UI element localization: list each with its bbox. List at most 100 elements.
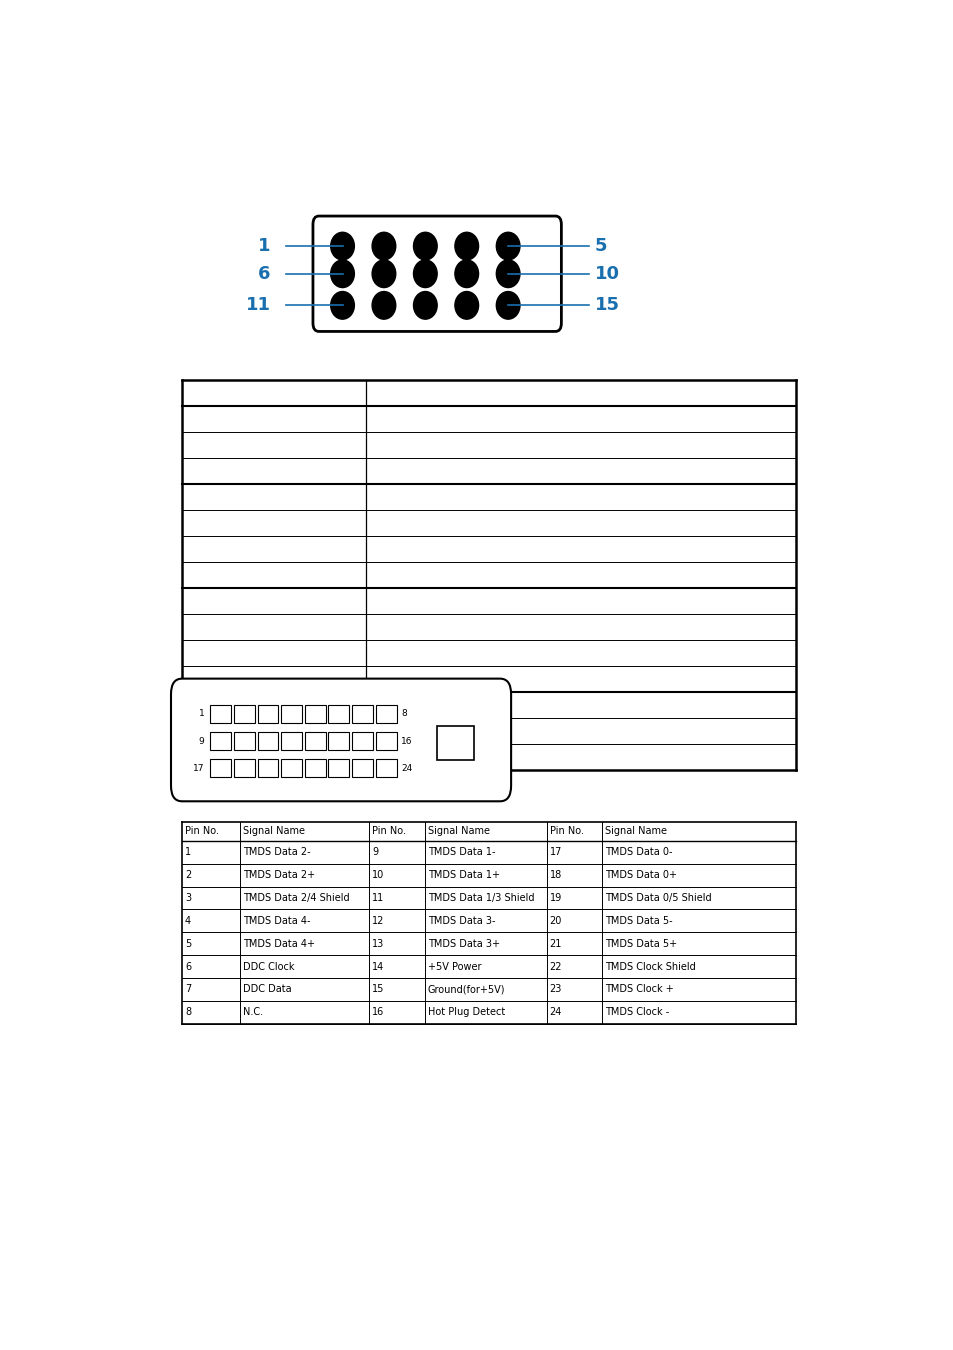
Text: TMDS Data 0-: TMDS Data 0-: [604, 848, 672, 857]
Bar: [257, 732, 278, 751]
Text: 22: 22: [549, 961, 561, 972]
Ellipse shape: [413, 292, 436, 319]
Bar: [210, 732, 231, 751]
Text: Pin No.: Pin No.: [549, 826, 583, 837]
Text: 20: 20: [549, 915, 561, 926]
Text: 8: 8: [185, 1007, 191, 1018]
Bar: [436, 726, 474, 760]
Text: 18: 18: [549, 871, 561, 880]
Text: 17: 17: [549, 848, 561, 857]
Text: Pin No.: Pin No.: [372, 826, 406, 837]
Text: 1: 1: [258, 238, 271, 255]
Text: 21: 21: [549, 938, 561, 949]
Ellipse shape: [331, 292, 354, 319]
Ellipse shape: [413, 261, 436, 288]
Bar: [305, 705, 325, 724]
Bar: [352, 705, 373, 724]
Bar: [233, 732, 254, 751]
Bar: [328, 705, 349, 724]
Text: TMDS Clock Shield: TMDS Clock Shield: [604, 961, 695, 972]
Bar: [352, 732, 373, 751]
Text: TMDS Data 2/4 Shield: TMDS Data 2/4 Shield: [242, 892, 349, 903]
Ellipse shape: [455, 232, 478, 261]
Ellipse shape: [331, 232, 354, 261]
Text: DDC Data: DDC Data: [242, 984, 291, 995]
Text: Signal Name: Signal Name: [242, 826, 304, 837]
Ellipse shape: [455, 261, 478, 288]
Text: Signal Name: Signal Name: [427, 826, 489, 837]
Text: 11: 11: [246, 297, 271, 315]
Bar: [233, 705, 254, 724]
Text: DDC Clock: DDC Clock: [242, 961, 294, 972]
FancyBboxPatch shape: [313, 216, 560, 332]
Ellipse shape: [372, 292, 395, 319]
Text: Pin No.: Pin No.: [185, 826, 219, 837]
Text: 14: 14: [372, 961, 384, 972]
Ellipse shape: [413, 232, 436, 261]
Bar: [233, 759, 254, 778]
Text: TMDS Data 4-: TMDS Data 4-: [242, 915, 310, 926]
Text: 10: 10: [594, 265, 619, 282]
Text: 9: 9: [372, 848, 377, 857]
Bar: [281, 732, 301, 751]
FancyBboxPatch shape: [171, 679, 511, 802]
Text: 15: 15: [372, 984, 384, 995]
Text: 24: 24: [549, 1007, 561, 1018]
Text: 16: 16: [400, 737, 412, 745]
Bar: [257, 705, 278, 724]
Ellipse shape: [496, 232, 519, 261]
Bar: [305, 732, 325, 751]
Ellipse shape: [496, 261, 519, 288]
Text: 17: 17: [193, 764, 204, 772]
Text: TMDS Clock +: TMDS Clock +: [604, 984, 673, 995]
Bar: [281, 705, 301, 724]
Text: N.C.: N.C.: [242, 1007, 263, 1018]
Text: Hot Plug Detect: Hot Plug Detect: [427, 1007, 504, 1018]
Text: 23: 23: [549, 984, 561, 995]
Text: TMDS Data 1/3 Shield: TMDS Data 1/3 Shield: [427, 892, 534, 903]
Text: 5: 5: [185, 938, 192, 949]
Ellipse shape: [455, 292, 478, 319]
Text: 6: 6: [185, 961, 191, 972]
Text: Ground(for+5V): Ground(for+5V): [427, 984, 504, 995]
Bar: [210, 759, 231, 778]
Text: 1: 1: [198, 710, 204, 718]
Ellipse shape: [372, 261, 395, 288]
Text: 9: 9: [198, 737, 204, 745]
Bar: [281, 759, 301, 778]
Text: 8: 8: [400, 710, 406, 718]
Text: 2: 2: [185, 871, 192, 880]
Bar: [375, 759, 396, 778]
Text: 1: 1: [185, 848, 191, 857]
Text: 13: 13: [372, 938, 384, 949]
Bar: [328, 732, 349, 751]
Bar: [375, 705, 396, 724]
Text: TMDS Data 0/5 Shield: TMDS Data 0/5 Shield: [604, 892, 711, 903]
Text: TMDS Data 5+: TMDS Data 5+: [604, 938, 677, 949]
Bar: [257, 759, 278, 778]
Text: TMDS Data 1+: TMDS Data 1+: [427, 871, 499, 880]
Ellipse shape: [496, 292, 519, 319]
Text: 15: 15: [594, 297, 619, 315]
Bar: [352, 759, 373, 778]
Bar: [328, 759, 349, 778]
Text: TMDS Data 3+: TMDS Data 3+: [427, 938, 499, 949]
Bar: [375, 732, 396, 751]
Text: 5: 5: [594, 238, 606, 255]
Text: 24: 24: [400, 764, 412, 772]
Text: 12: 12: [372, 915, 384, 926]
Text: 4: 4: [185, 915, 191, 926]
Text: TMDS Clock -: TMDS Clock -: [604, 1007, 669, 1018]
Bar: [210, 705, 231, 724]
Text: 6: 6: [258, 265, 271, 282]
Text: 11: 11: [372, 892, 384, 903]
Text: 16: 16: [372, 1007, 384, 1018]
Text: TMDS Data 0+: TMDS Data 0+: [604, 871, 677, 880]
Text: TMDS Data 4+: TMDS Data 4+: [242, 938, 314, 949]
Text: Signal Name: Signal Name: [604, 826, 666, 837]
Text: 19: 19: [549, 892, 561, 903]
Text: 10: 10: [372, 871, 384, 880]
Ellipse shape: [372, 232, 395, 261]
Ellipse shape: [331, 261, 354, 288]
Text: TMDS Data 5-: TMDS Data 5-: [604, 915, 672, 926]
